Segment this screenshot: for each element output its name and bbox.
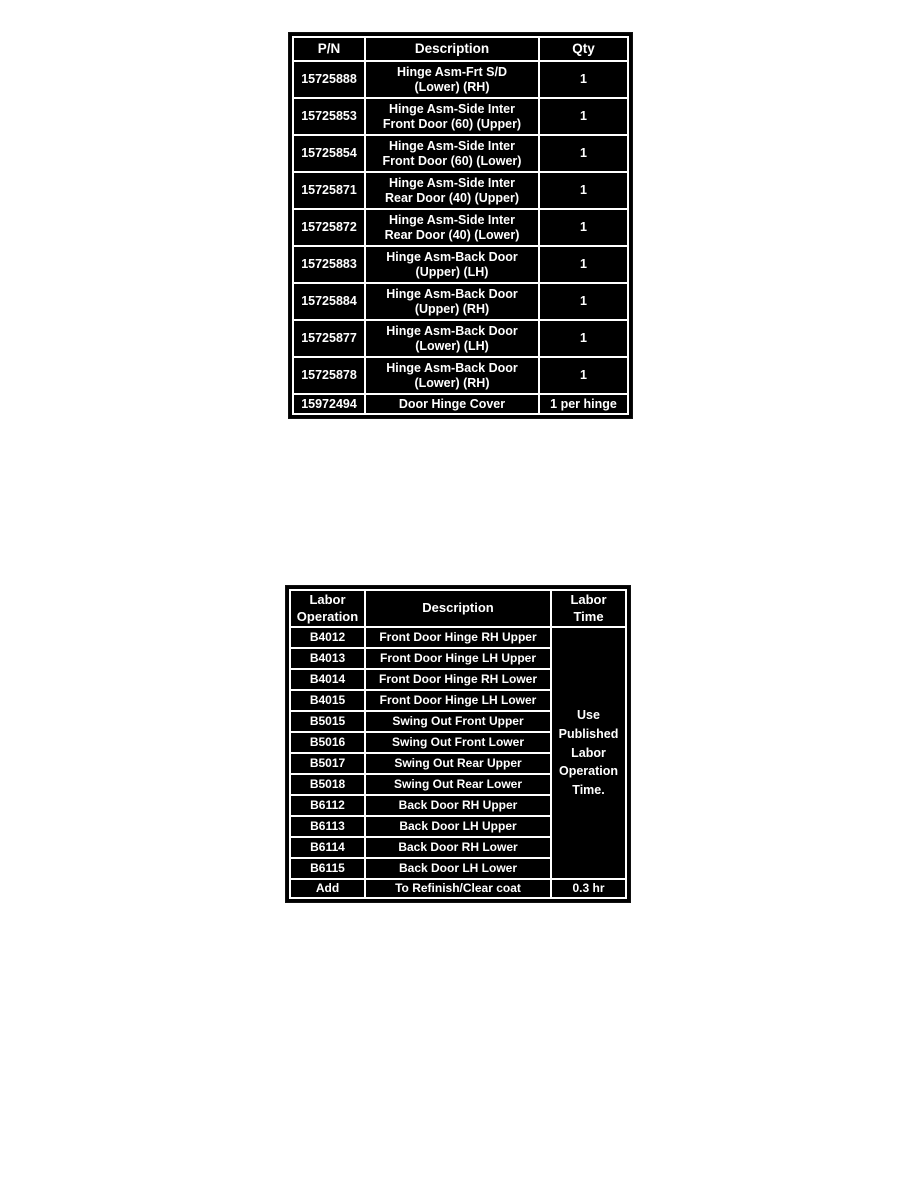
table-row: 15972494 Door Hinge Cover 1 per hinge (292, 393, 629, 415)
description-cell: Hinge Asm-Side Inter Front Door (60) (Up… (364, 97, 540, 136)
qty-cell: 1 (538, 171, 629, 210)
description-cell: Hinge Asm-Side Inter Rear Door (40) (Low… (364, 208, 540, 247)
part-number-cell: 15725853 (292, 97, 366, 136)
column-header-description: Description (364, 589, 552, 628)
description-cell: Hinge Asm-Frt S/D (Lower) (RH) (364, 60, 540, 99)
table-row: B4014 Front Door Hinge RH Lower (289, 668, 626, 691)
part-number-cell: 15725884 (292, 282, 366, 321)
column-header-labor-time: Labor Time (550, 589, 627, 628)
table-row: B5017 Swing Out Rear Upper (289, 752, 626, 775)
qty-cell: 1 (538, 60, 629, 99)
table-row: B5015 Swing Out Front Upper (289, 710, 626, 733)
qty-cell: 1 (538, 208, 629, 247)
table-row-add: Add To Refinish/Clear coat 0.3 hr (289, 878, 627, 899)
table-row: B4013 Front Door Hinge LH Upper (289, 647, 626, 670)
description-cell: Door Hinge Cover (364, 393, 540, 415)
table-row: 15725884 Hinge Asm-Back Door (Upper) (RH… (292, 282, 629, 321)
labor-time-cell: 0.3 hr (550, 878, 627, 899)
table-row: 15725872 Hinge Asm-Side Inter Rear Door … (292, 208, 629, 247)
qty-cell: 1 (538, 245, 629, 284)
column-header-description: Description (364, 36, 540, 62)
description-cell: Hinge Asm-Back Door (Lower) (LH) (364, 319, 540, 358)
labor-op-cell: B6112 (289, 794, 366, 817)
part-number-cell: 15725888 (292, 60, 366, 99)
qty-cell: 1 (538, 97, 629, 136)
table-header-row: Labor Operation Description Labor Time (289, 589, 627, 628)
description-cell: Back Door RH Upper (364, 794, 552, 817)
description-cell: Back Door LH Lower (364, 857, 552, 880)
labor-op-cell: B4013 (289, 647, 366, 670)
part-number-cell: 15725872 (292, 208, 366, 247)
table-row: B6114 Back Door RH Lower (289, 836, 626, 859)
parts-table: P/N Description Qty 15725888 Hinge Asm-F… (289, 33, 632, 418)
qty-cell: 1 per hinge (538, 393, 629, 415)
qty-cell: 1 (538, 134, 629, 173)
description-cell: Swing Out Rear Upper (364, 752, 552, 775)
labor-op-cell: B5017 (289, 752, 366, 775)
description-cell: Swing Out Rear Lower (364, 773, 552, 796)
labor-op-cell: B6115 (289, 857, 366, 880)
labor-op-cell: B5018 (289, 773, 366, 796)
description-cell: Hinge Asm-Side Inter Rear Door (40) (Upp… (364, 171, 540, 210)
part-number-cell: 15725883 (292, 245, 366, 284)
part-number-cell: 15725877 (292, 319, 366, 358)
table-row: B4012 Front Door Hinge RH Upper Use Publ… (289, 626, 627, 880)
column-header-labor-operation: Labor Operation (289, 589, 366, 628)
description-cell: Swing Out Front Lower (364, 731, 552, 754)
description-cell: Hinge Asm-Side Inter Front Door (60) (Lo… (364, 134, 540, 173)
labor-op-cell: B5015 (289, 710, 366, 733)
column-header-pn: P/N (292, 36, 366, 62)
table-row: 15725877 Hinge Asm-Back Door (Lower) (LH… (292, 319, 629, 358)
column-header-qty: Qty (538, 36, 629, 62)
labor-op-cell: B4015 (289, 689, 366, 712)
description-cell: Hinge Asm-Back Door (Lower) (RH) (364, 356, 540, 395)
labor-operations-grid: Labor Operation Description Labor Time B… (289, 589, 627, 899)
table-row: 15725871 Hinge Asm-Side Inter Rear Door … (292, 171, 629, 210)
part-number-cell: 15972494 (292, 393, 366, 415)
table-row: 15725853 Hinge Asm-Side Inter Front Door… (292, 97, 629, 136)
description-cell: Back Door LH Upper (364, 815, 552, 838)
qty-cell: 1 (538, 319, 629, 358)
description-cell: Front Door Hinge RH Upper (364, 626, 552, 649)
labor-operations-table: Labor Operation Description Labor Time B… (286, 586, 630, 902)
description-cell: Swing Out Front Upper (364, 710, 552, 733)
table-row: B4015 Front Door Hinge LH Lower (289, 689, 626, 712)
labor-op-cell: B6113 (289, 815, 366, 838)
table-row: 15725883 Hinge Asm-Back Door (Upper) (LH… (292, 245, 629, 284)
table-row: B6115 Back Door LH Lower (289, 857, 626, 880)
table-row: 15725878 Hinge Asm-Back Door (Lower) (RH… (292, 356, 629, 395)
table-row: B6112 Back Door RH Upper (289, 794, 626, 817)
table-row: B5016 Swing Out Front Lower (289, 731, 626, 754)
labor-op-cell: B6114 (289, 836, 366, 859)
table-row: B6113 Back Door LH Upper (289, 815, 626, 838)
labor-op-cell: B4012 (289, 626, 366, 649)
description-cell: Hinge Asm-Back Door (Upper) (LH) (364, 245, 540, 284)
description-cell: Back Door RH Lower (364, 836, 552, 859)
labor-op-cell: Add (289, 878, 366, 899)
description-cell: Front Door Hinge LH Upper (364, 647, 552, 670)
labor-time-note-cell: Use Published Labor Operation Time. (550, 626, 627, 880)
qty-cell: 1 (538, 282, 629, 321)
qty-cell: 1 (538, 356, 629, 395)
part-number-cell: 15725854 (292, 134, 366, 173)
table-row: 15725854 Hinge Asm-Side Inter Front Door… (292, 134, 629, 173)
part-number-cell: 15725878 (292, 356, 366, 395)
table-header-row: P/N Description Qty (292, 36, 629, 62)
labor-op-cell: B4014 (289, 668, 366, 691)
table-row: B5018 Swing Out Rear Lower (289, 773, 626, 796)
part-number-cell: 15725871 (292, 171, 366, 210)
description-cell: Front Door Hinge RH Lower (364, 668, 552, 691)
table-row: 15725888 Hinge Asm-Frt S/D (Lower) (RH) … (292, 60, 629, 99)
labor-op-cell: B5016 (289, 731, 366, 754)
parts-table-grid: P/N Description Qty 15725888 Hinge Asm-F… (292, 36, 629, 415)
description-cell: Front Door Hinge LH Lower (364, 689, 552, 712)
description-cell: To Refinish/Clear coat (364, 878, 552, 899)
description-cell: Hinge Asm-Back Door (Upper) (RH) (364, 282, 540, 321)
